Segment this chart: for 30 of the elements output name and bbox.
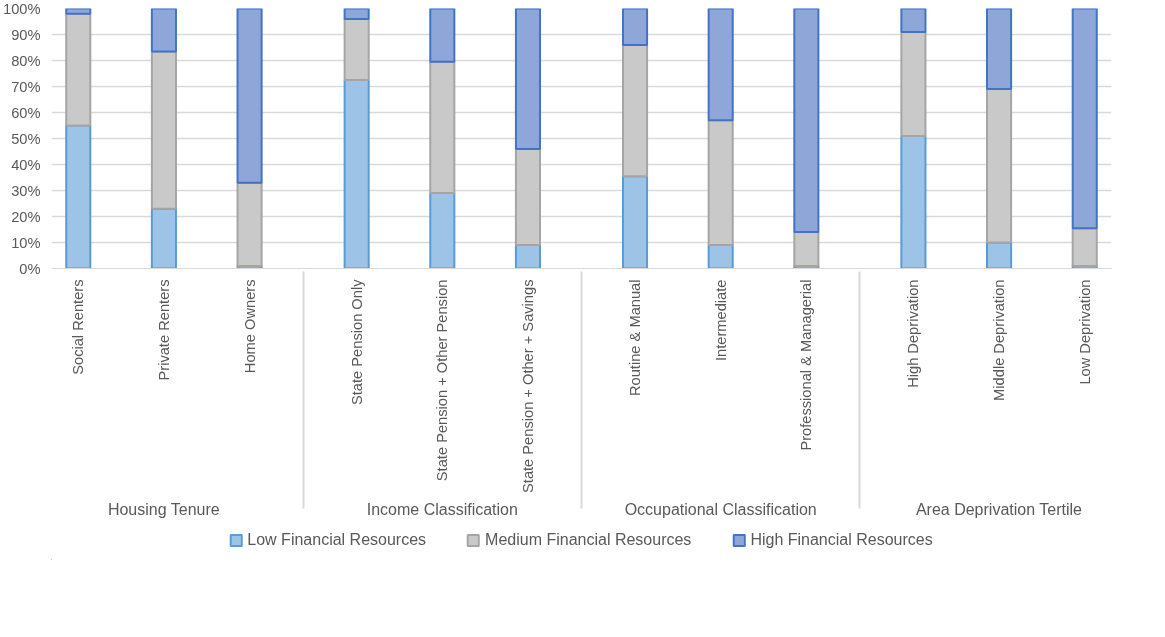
y-tick-label: 0% bbox=[19, 260, 41, 277]
x-tick-label: Middle Deprivation bbox=[991, 279, 1008, 401]
x-tick-label: Private Renters bbox=[155, 279, 172, 381]
x-tick-label: State Pension + Other Pension bbox=[434, 279, 451, 482]
text: Occupational Classification bbox=[624, 500, 817, 518]
x-tick-label: Intermediate bbox=[712, 279, 729, 361]
legend-label: High Financial Resources bbox=[750, 531, 933, 549]
x-tick-label: State Pension Only bbox=[348, 278, 365, 405]
y-tick-label: 70% bbox=[11, 78, 41, 95]
legend-label: Medium Financial Resources bbox=[485, 531, 692, 549]
y-tick-label: 80% bbox=[11, 52, 41, 69]
x-tick-label: Social Renters bbox=[70, 279, 87, 375]
legend-label: Low Financial Resources bbox=[247, 531, 427, 549]
x-tick-label: State Pension + Other + Savings bbox=[519, 279, 536, 493]
text: Area Deprivation Tertile bbox=[915, 500, 1083, 518]
x-tick-label: Low Deprivation bbox=[1076, 279, 1093, 385]
x-tick-label: Home Owners bbox=[241, 279, 258, 374]
y-tick-label: 90% bbox=[11, 26, 41, 43]
y-tick-label: 10% bbox=[11, 234, 41, 251]
y-tick-label: 20% bbox=[11, 208, 41, 225]
y-tick-label: 60% bbox=[11, 104, 41, 121]
y-tick-label: 30% bbox=[11, 182, 41, 199]
y-tick-label: 100% bbox=[3, 0, 41, 17]
x-tick-label: Routine & Manual bbox=[627, 279, 644, 397]
x-tick-label: Professional & Managerial bbox=[798, 279, 815, 451]
x-tick-label: High Deprivation bbox=[905, 279, 922, 388]
y-tick-label: 50% bbox=[11, 130, 41, 147]
y-tick-label: 40% bbox=[11, 156, 41, 173]
text: Housing Tenure bbox=[107, 500, 220, 518]
text: Income Classification bbox=[366, 500, 518, 518]
